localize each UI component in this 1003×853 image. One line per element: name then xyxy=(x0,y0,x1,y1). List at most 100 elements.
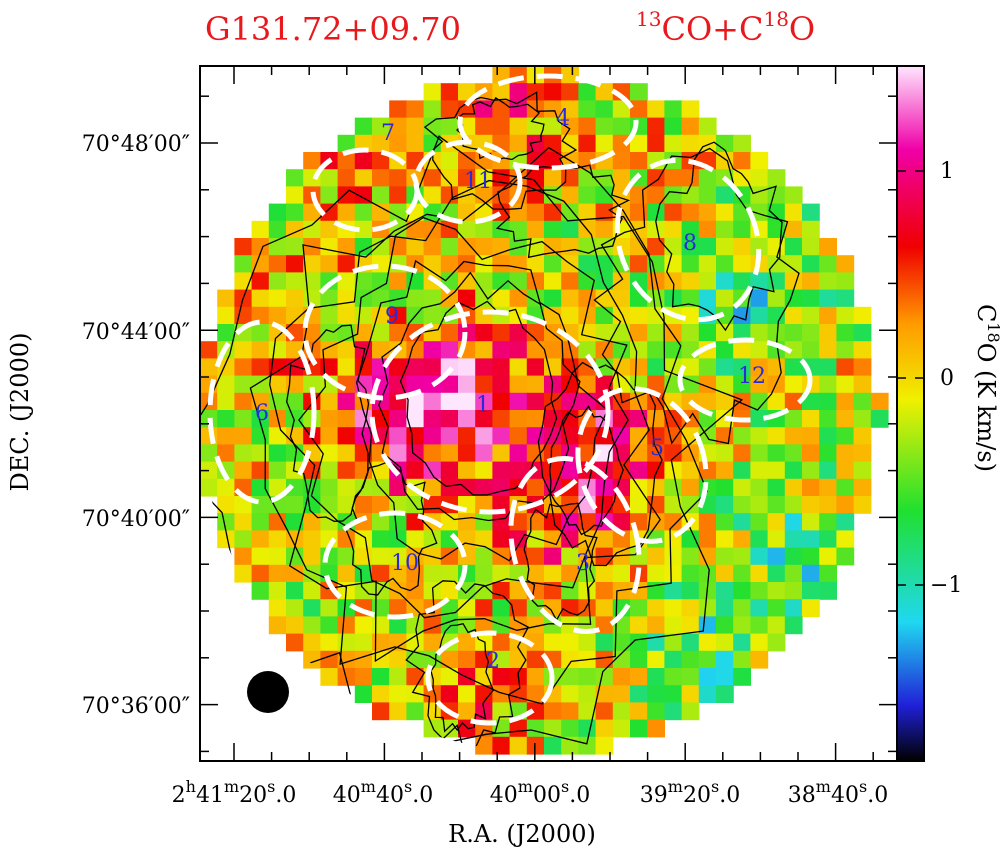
heatmap-pixel xyxy=(320,461,339,480)
heatmap-pixel xyxy=(578,375,597,394)
heatmap-pixel xyxy=(372,203,390,222)
heatmap-pixel xyxy=(750,444,769,463)
heatmap-pixel xyxy=(836,427,855,445)
heatmap-pixel xyxy=(509,220,528,239)
heatmap-pixel xyxy=(251,220,270,239)
heatmap-pixel xyxy=(664,599,683,617)
title-sup-18: 18 xyxy=(763,7,788,31)
heatmap-pixel xyxy=(561,599,579,617)
heatmap-pixel xyxy=(733,392,751,411)
heatmap-pixel xyxy=(286,375,304,394)
heatmap-pixel xyxy=(268,375,287,394)
heatmap-pixel xyxy=(440,582,459,600)
heatmap-pixel xyxy=(578,668,597,686)
heatmap-pixel xyxy=(440,444,459,463)
core-label-3: 3 xyxy=(576,551,590,576)
heatmap-pixel xyxy=(681,341,700,359)
heatmap-pixel xyxy=(372,324,390,342)
heatmap-pixel xyxy=(354,152,373,170)
heatmap-pixel xyxy=(681,668,700,686)
heatmap-pixel xyxy=(836,461,855,480)
heatmap-pixel xyxy=(561,547,579,566)
core-label-9: 9 xyxy=(385,304,399,329)
heatmap-pixel xyxy=(802,513,820,531)
heatmap-pixel xyxy=(630,306,648,325)
heatmap-pixel xyxy=(389,616,407,635)
heatmap-pixel xyxy=(595,134,614,153)
heatmap-pixel xyxy=(234,358,253,377)
heatmap-pixel xyxy=(681,478,700,497)
heatmap-pixel xyxy=(440,427,459,445)
heatmap-pixel xyxy=(337,152,356,170)
heatmap-pixel xyxy=(681,255,700,273)
heatmap-pixel xyxy=(406,272,425,291)
heatmap-pixel xyxy=(544,117,562,136)
heatmap-pixel xyxy=(698,272,717,291)
heatmap-pixel xyxy=(561,186,579,205)
heatmap-pixel xyxy=(561,427,579,445)
heatmap-pixel xyxy=(389,496,407,514)
heatmap-pixel xyxy=(492,599,511,617)
heatmap-pixel xyxy=(406,238,425,256)
heatmap-pixel xyxy=(681,564,700,583)
heatmap-pixel xyxy=(561,668,579,686)
heatmap-pixel xyxy=(337,186,356,205)
heatmap-pixel xyxy=(612,582,631,600)
heatmap-pixel xyxy=(406,117,425,136)
heatmap-pixel xyxy=(337,203,356,222)
heatmap-pixel xyxy=(423,203,442,222)
heatmap-pixel xyxy=(372,410,390,428)
heatmap-pixel xyxy=(767,599,786,617)
heatmap-pixel xyxy=(492,633,511,652)
heatmap-pixel xyxy=(870,410,889,428)
core-ellipse-3 xyxy=(508,455,642,635)
heatmap-pixel xyxy=(303,582,321,600)
heatmap-pixel xyxy=(509,685,528,703)
heatmap-pixel xyxy=(612,134,631,153)
heatmap-pixel xyxy=(784,358,803,377)
heatmap-pixel xyxy=(406,358,425,377)
heatmap-pixel xyxy=(784,616,803,635)
heatmap-pixel xyxy=(526,134,545,153)
heatmap-pixel xyxy=(475,582,493,600)
heatmap-pixel xyxy=(561,169,579,187)
heatmap-pixel xyxy=(544,719,562,738)
heatmap-pixel xyxy=(509,375,528,394)
heatmap-pixel xyxy=(578,255,597,273)
heatmap-pixel xyxy=(389,478,407,497)
x-tick-label-5: 38m40s.0 xyxy=(788,777,888,808)
heatmap-pixel xyxy=(681,702,700,721)
heatmap-pixel xyxy=(423,358,442,377)
heatmap-pixel xyxy=(578,444,597,463)
heatmap-pixel xyxy=(578,134,597,153)
heatmap-pixel xyxy=(354,186,373,205)
heatmap-pixel xyxy=(526,375,545,394)
contour-line xyxy=(593,147,800,445)
heatmap-pixel xyxy=(303,530,321,549)
heatmap-pixel xyxy=(389,444,407,463)
heatmap-pixel xyxy=(217,444,235,463)
heatmap-pixel xyxy=(320,668,339,686)
heatmap-pixel xyxy=(767,289,786,308)
heatmap-pixel xyxy=(423,255,442,273)
heatmap-pixel xyxy=(389,306,407,325)
heatmap-pixel xyxy=(647,117,665,136)
heatmap-pixel xyxy=(217,530,235,549)
heatmap-pixel xyxy=(630,444,648,463)
heatmap-pixel xyxy=(440,547,459,566)
heatmap-pixel xyxy=(802,341,820,359)
heatmap-pixel xyxy=(853,341,872,359)
heatmap-pixel xyxy=(509,719,528,738)
heatmap-pixel xyxy=(406,289,425,308)
heatmap-pixel xyxy=(320,238,339,256)
heatmap-pixel xyxy=(578,633,597,652)
heatmap-pixel xyxy=(716,358,734,377)
heatmap-pixel xyxy=(544,100,562,119)
heatmap-pixel xyxy=(716,289,734,308)
heatmap-pixel xyxy=(320,341,339,359)
heatmap-pixel xyxy=(286,461,304,480)
heatmap-pixel xyxy=(630,650,648,669)
heatmap-pixel xyxy=(802,289,820,308)
contour-line xyxy=(655,141,783,332)
heatmap-pixel xyxy=(750,461,769,480)
